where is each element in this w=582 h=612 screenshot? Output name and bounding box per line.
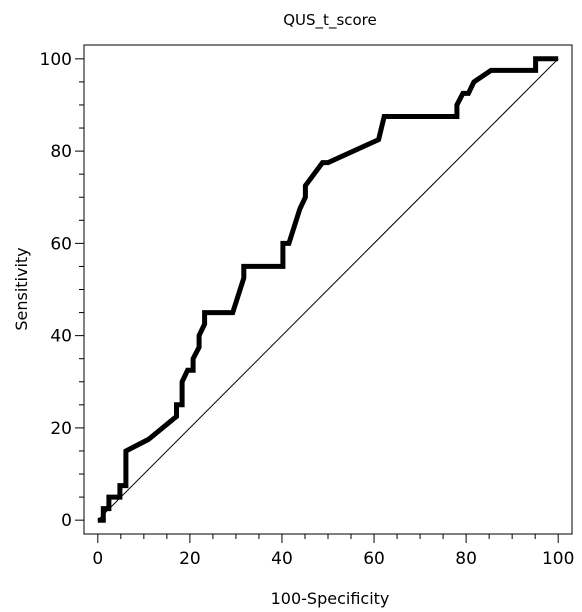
y-tick-label: 0 bbox=[61, 511, 72, 531]
axis-tick-labels: 0 20 40 60 80 100 0 20 40 60 80 100 bbox=[40, 50, 575, 569]
y-tick-label: 100 bbox=[40, 50, 72, 70]
series-layer bbox=[97, 56, 559, 523]
y-tick-label: 60 bbox=[50, 234, 72, 254]
x-tick-label: 0 bbox=[92, 549, 103, 569]
y-tick-label: 20 bbox=[50, 419, 72, 439]
x-tick-label: 60 bbox=[363, 549, 385, 569]
y-axis-label: Sensitivity bbox=[12, 247, 31, 330]
chart-title: QUS_t_score bbox=[283, 11, 377, 30]
roc-curve bbox=[97, 56, 559, 523]
x-tick-label: 40 bbox=[271, 549, 293, 569]
y-tick-label: 40 bbox=[50, 327, 72, 347]
reference-line bbox=[97, 58, 559, 521]
y-tick-label: 80 bbox=[50, 142, 72, 162]
x-tick-label: 20 bbox=[179, 549, 201, 569]
x-tick-label: 80 bbox=[455, 549, 477, 569]
x-tick-label: 100 bbox=[542, 549, 574, 569]
axis-ticks bbox=[75, 58, 559, 543]
x-axis-label: 100-Specificity bbox=[271, 589, 390, 608]
